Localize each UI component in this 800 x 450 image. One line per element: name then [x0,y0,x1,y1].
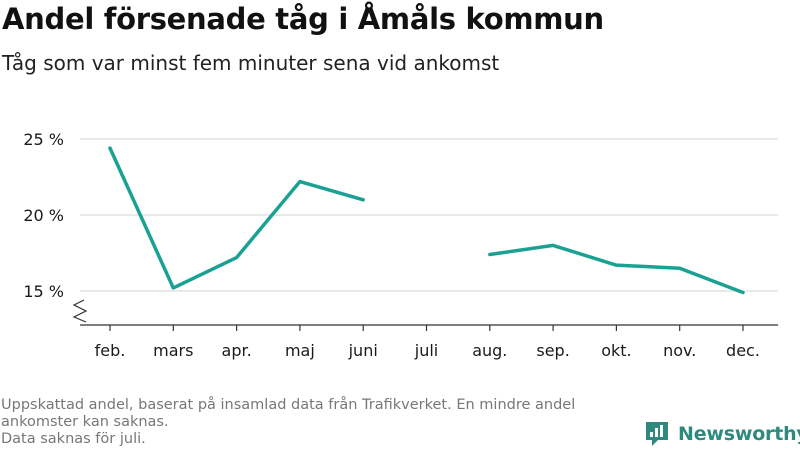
x-tick-label: apr. [222,341,252,360]
chart-subtitle: Tåg som var minst fem minuter sena vid a… [2,51,500,75]
x-tick-label: feb. [95,341,126,360]
x-tick-label: okt. [601,341,631,360]
footnote-line: ankomster kan saknas. [1,414,169,430]
brand-logo: Newsworthy [644,420,800,448]
y-tick-label: 20 % [23,206,64,225]
x-tick-label: mars [153,341,193,360]
x-tick-label: aug. [472,341,507,360]
newsworthy-logo-icon [646,422,668,446]
footnote: Uppskattad andel, baserat på insamlad da… [1,397,641,448]
x-tick-label: nov. [663,341,696,360]
series-line [488,243,745,295]
footnote-line: Data saknas för juli. [1,431,146,447]
x-tick-label: dec. [726,341,760,360]
y-tick-label: 25 % [23,130,64,149]
x-tick-label: juni [348,341,378,360]
x-tick-label: maj [285,341,315,360]
x-tick-label: sep. [536,341,569,360]
footnote-line: Uppskattad andel, baserat på insamlad da… [1,397,576,413]
x-tick-label: juli [414,341,438,360]
chart-title: Andel försenade tåg i Åmåls kommun [2,2,604,36]
y-tick-label: 15 % [23,282,64,301]
series-line [108,146,365,290]
axis-break-icon [72,299,88,323]
brand-name: Newsworthy [678,423,800,445]
